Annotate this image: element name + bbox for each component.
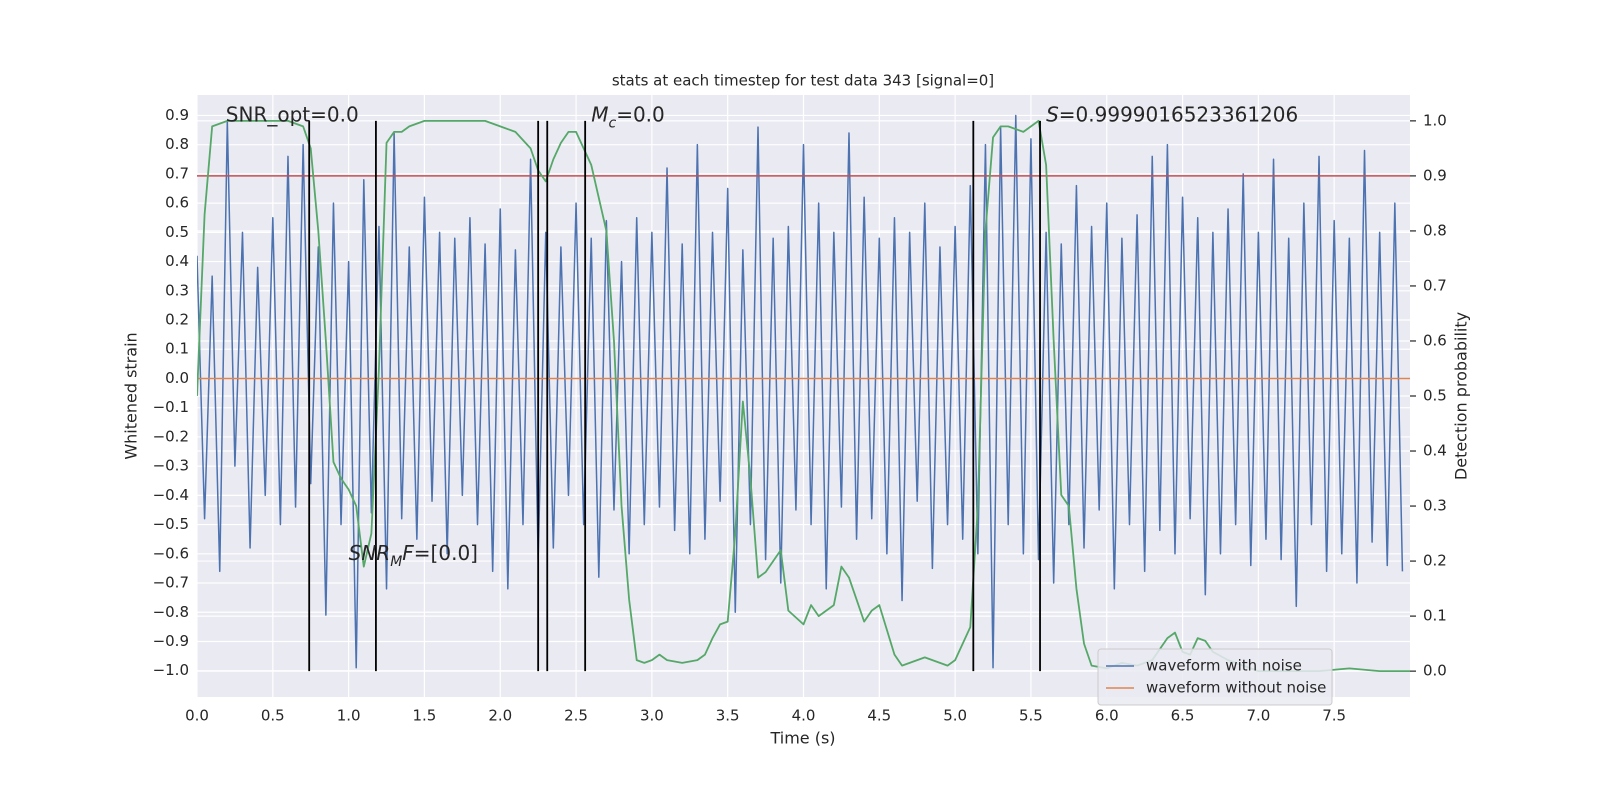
x-tick-label: 2.0 xyxy=(488,707,512,725)
x-axis-label: Time (s) xyxy=(769,729,835,748)
series-line xyxy=(197,114,1404,669)
y-tick-label: −0.5 xyxy=(153,515,189,533)
x-tick-label: 6.5 xyxy=(1171,707,1195,725)
legend-label: waveform with noise xyxy=(1146,657,1302,675)
annotation-part: F xyxy=(402,540,414,564)
y2-axis-label: Detection probability xyxy=(1452,312,1471,480)
x-tick-label: 3.5 xyxy=(716,707,740,725)
y-tick-label: 0.3 xyxy=(165,281,189,299)
annotation-part: SNR xyxy=(349,540,391,564)
y-tick-label: 0.6 xyxy=(165,194,189,212)
y-tick-label: 0.5 xyxy=(165,223,189,241)
y2-tick-label: 0.0 xyxy=(1423,662,1447,680)
y2-tick-label: 0.2 xyxy=(1423,552,1447,570)
annotation: S=0.9999016523361206 xyxy=(1046,102,1298,126)
x-tick-label: 2.5 xyxy=(564,707,588,725)
annotation-part: SNR_opt=0.0 xyxy=(226,102,359,126)
y-tick-label: −0.3 xyxy=(153,457,189,475)
y2-tick-label: 0.6 xyxy=(1423,331,1447,349)
y-tick-label: −0.7 xyxy=(153,574,189,592)
y2-tick-label: 0.8 xyxy=(1423,221,1447,239)
y2-tick-label: 1.0 xyxy=(1423,111,1447,129)
y2-tick-label: 0.7 xyxy=(1423,276,1447,294)
y-tick-label: −1.0 xyxy=(153,661,189,679)
y-tick-label: −0.2 xyxy=(153,427,189,445)
chart-title: stats at each timestep for test data 343… xyxy=(612,72,994,90)
y-axis-label: Whitened strain xyxy=(122,332,141,459)
annotation: Mc=0.0 xyxy=(591,102,665,132)
x-tick-label: 0.5 xyxy=(261,707,285,725)
y-tick-label: 0.2 xyxy=(165,311,189,329)
legend-label: waveform without noise xyxy=(1146,679,1326,697)
y-tick-label: −0.9 xyxy=(153,632,189,650)
x-tick-label: 4.0 xyxy=(792,707,816,725)
y-tick-label: 0.9 xyxy=(165,106,189,124)
annotation: SNR_opt=0.0 xyxy=(226,102,359,126)
x-tick-label: 3.0 xyxy=(640,707,664,725)
y-tick-label: 0.4 xyxy=(165,252,189,270)
x-tick-label: 1.5 xyxy=(413,707,437,725)
probability-line xyxy=(197,119,1410,673)
y-tick-label: 0.7 xyxy=(165,164,189,182)
x-tick-label: 4.5 xyxy=(867,707,891,725)
annotation-part: c xyxy=(608,115,616,131)
x-tick-label: 5.0 xyxy=(943,707,967,725)
x-tick-label: 7.0 xyxy=(1246,707,1270,725)
annotation-part: =0.9999016523361206 xyxy=(1059,102,1298,126)
y2-tick-label: 0.4 xyxy=(1423,442,1447,460)
annotation-part: =[0.0] xyxy=(414,540,478,564)
annotation-part: =0.0 xyxy=(616,102,665,126)
annotation-part: S xyxy=(1046,102,1059,126)
y-tick-label: −0.1 xyxy=(153,398,189,416)
y2-tick-label: 0.1 xyxy=(1423,607,1447,625)
x-tick-label: 1.0 xyxy=(337,707,361,725)
y-tick-label: −0.8 xyxy=(153,603,189,621)
x-tick-label: 0.0 xyxy=(185,707,209,725)
annotation: SNRMF=[0.0] xyxy=(349,540,478,570)
y-tick-label: 0.1 xyxy=(165,340,189,358)
y-tick-label: 0.8 xyxy=(165,135,189,153)
y2-tick-label: 0.3 xyxy=(1423,497,1447,515)
x-tick-label: 6.0 xyxy=(1095,707,1119,725)
annotation-part: M xyxy=(591,102,608,126)
lines xyxy=(197,114,1410,673)
legend: waveform with noise waveform without nois… xyxy=(1097,648,1333,706)
y-tick-label: 0.0 xyxy=(165,369,189,387)
y-tick-label: −0.4 xyxy=(153,486,189,504)
x-tick-label: 5.5 xyxy=(1019,707,1043,725)
y-tick-label: −0.6 xyxy=(153,544,189,562)
annotation-part: M xyxy=(390,554,402,570)
x-tick-label: 7.5 xyxy=(1322,707,1346,725)
y2-tick-label: 0.5 xyxy=(1423,387,1447,405)
y2-tick-label: 0.9 xyxy=(1423,166,1447,184)
legend-box xyxy=(1097,648,1333,706)
